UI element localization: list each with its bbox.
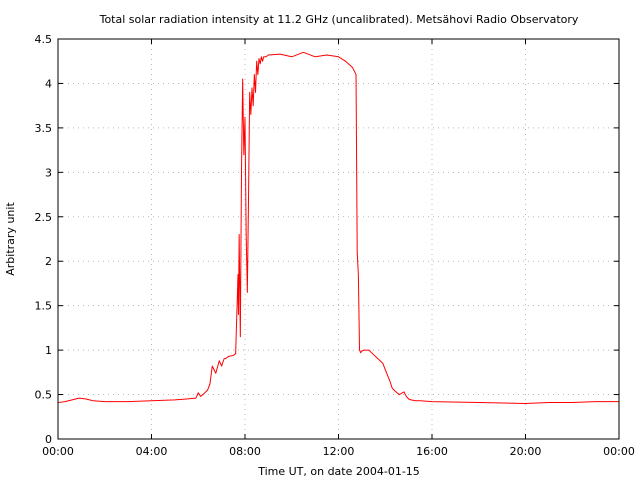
- x-tick-label: 00:00: [42, 445, 74, 458]
- y-tick-label: 2: [45, 255, 52, 268]
- y-tick-label: 0.5: [35, 389, 53, 402]
- grid-lines: [58, 39, 619, 439]
- x-axis: 00:00 04:00 08:00 12:00 16:00 20:00 00:00: [42, 39, 635, 458]
- y-axis-label: Arbitrary unit: [4, 202, 17, 276]
- y-tick-label: 3: [45, 166, 52, 179]
- y-tick-label: 1: [45, 344, 52, 357]
- x-tick-label: 04:00: [136, 445, 168, 458]
- y-axis: 0 0.5 1 1.5 2 2.5 3 3.5 4 4.5: [35, 33, 619, 446]
- y-tick-label: 4.5: [35, 33, 53, 46]
- x-tick-label: 12:00: [323, 445, 355, 458]
- x-tick-label: 20:00: [510, 445, 542, 458]
- y-tick-label: 0: [45, 433, 52, 446]
- x-tick-label: 16:00: [416, 445, 448, 458]
- x-tick-label: 08:00: [229, 445, 261, 458]
- chart-title: Total solar radiation intensity at 11.2 …: [99, 13, 579, 26]
- x-axis-label: Time UT, on date 2004-01-15: [257, 465, 420, 478]
- series-line: [57, 51, 619, 404]
- y-tick-label: 3.5: [35, 122, 53, 135]
- y-tick-label: 1.5: [35, 300, 53, 313]
- y-tick-label: 4: [45, 77, 52, 90]
- x-tick-label: 00:00: [603, 445, 635, 458]
- series-group: [57, 51, 619, 404]
- y-tick-label: 2.5: [35, 211, 53, 224]
